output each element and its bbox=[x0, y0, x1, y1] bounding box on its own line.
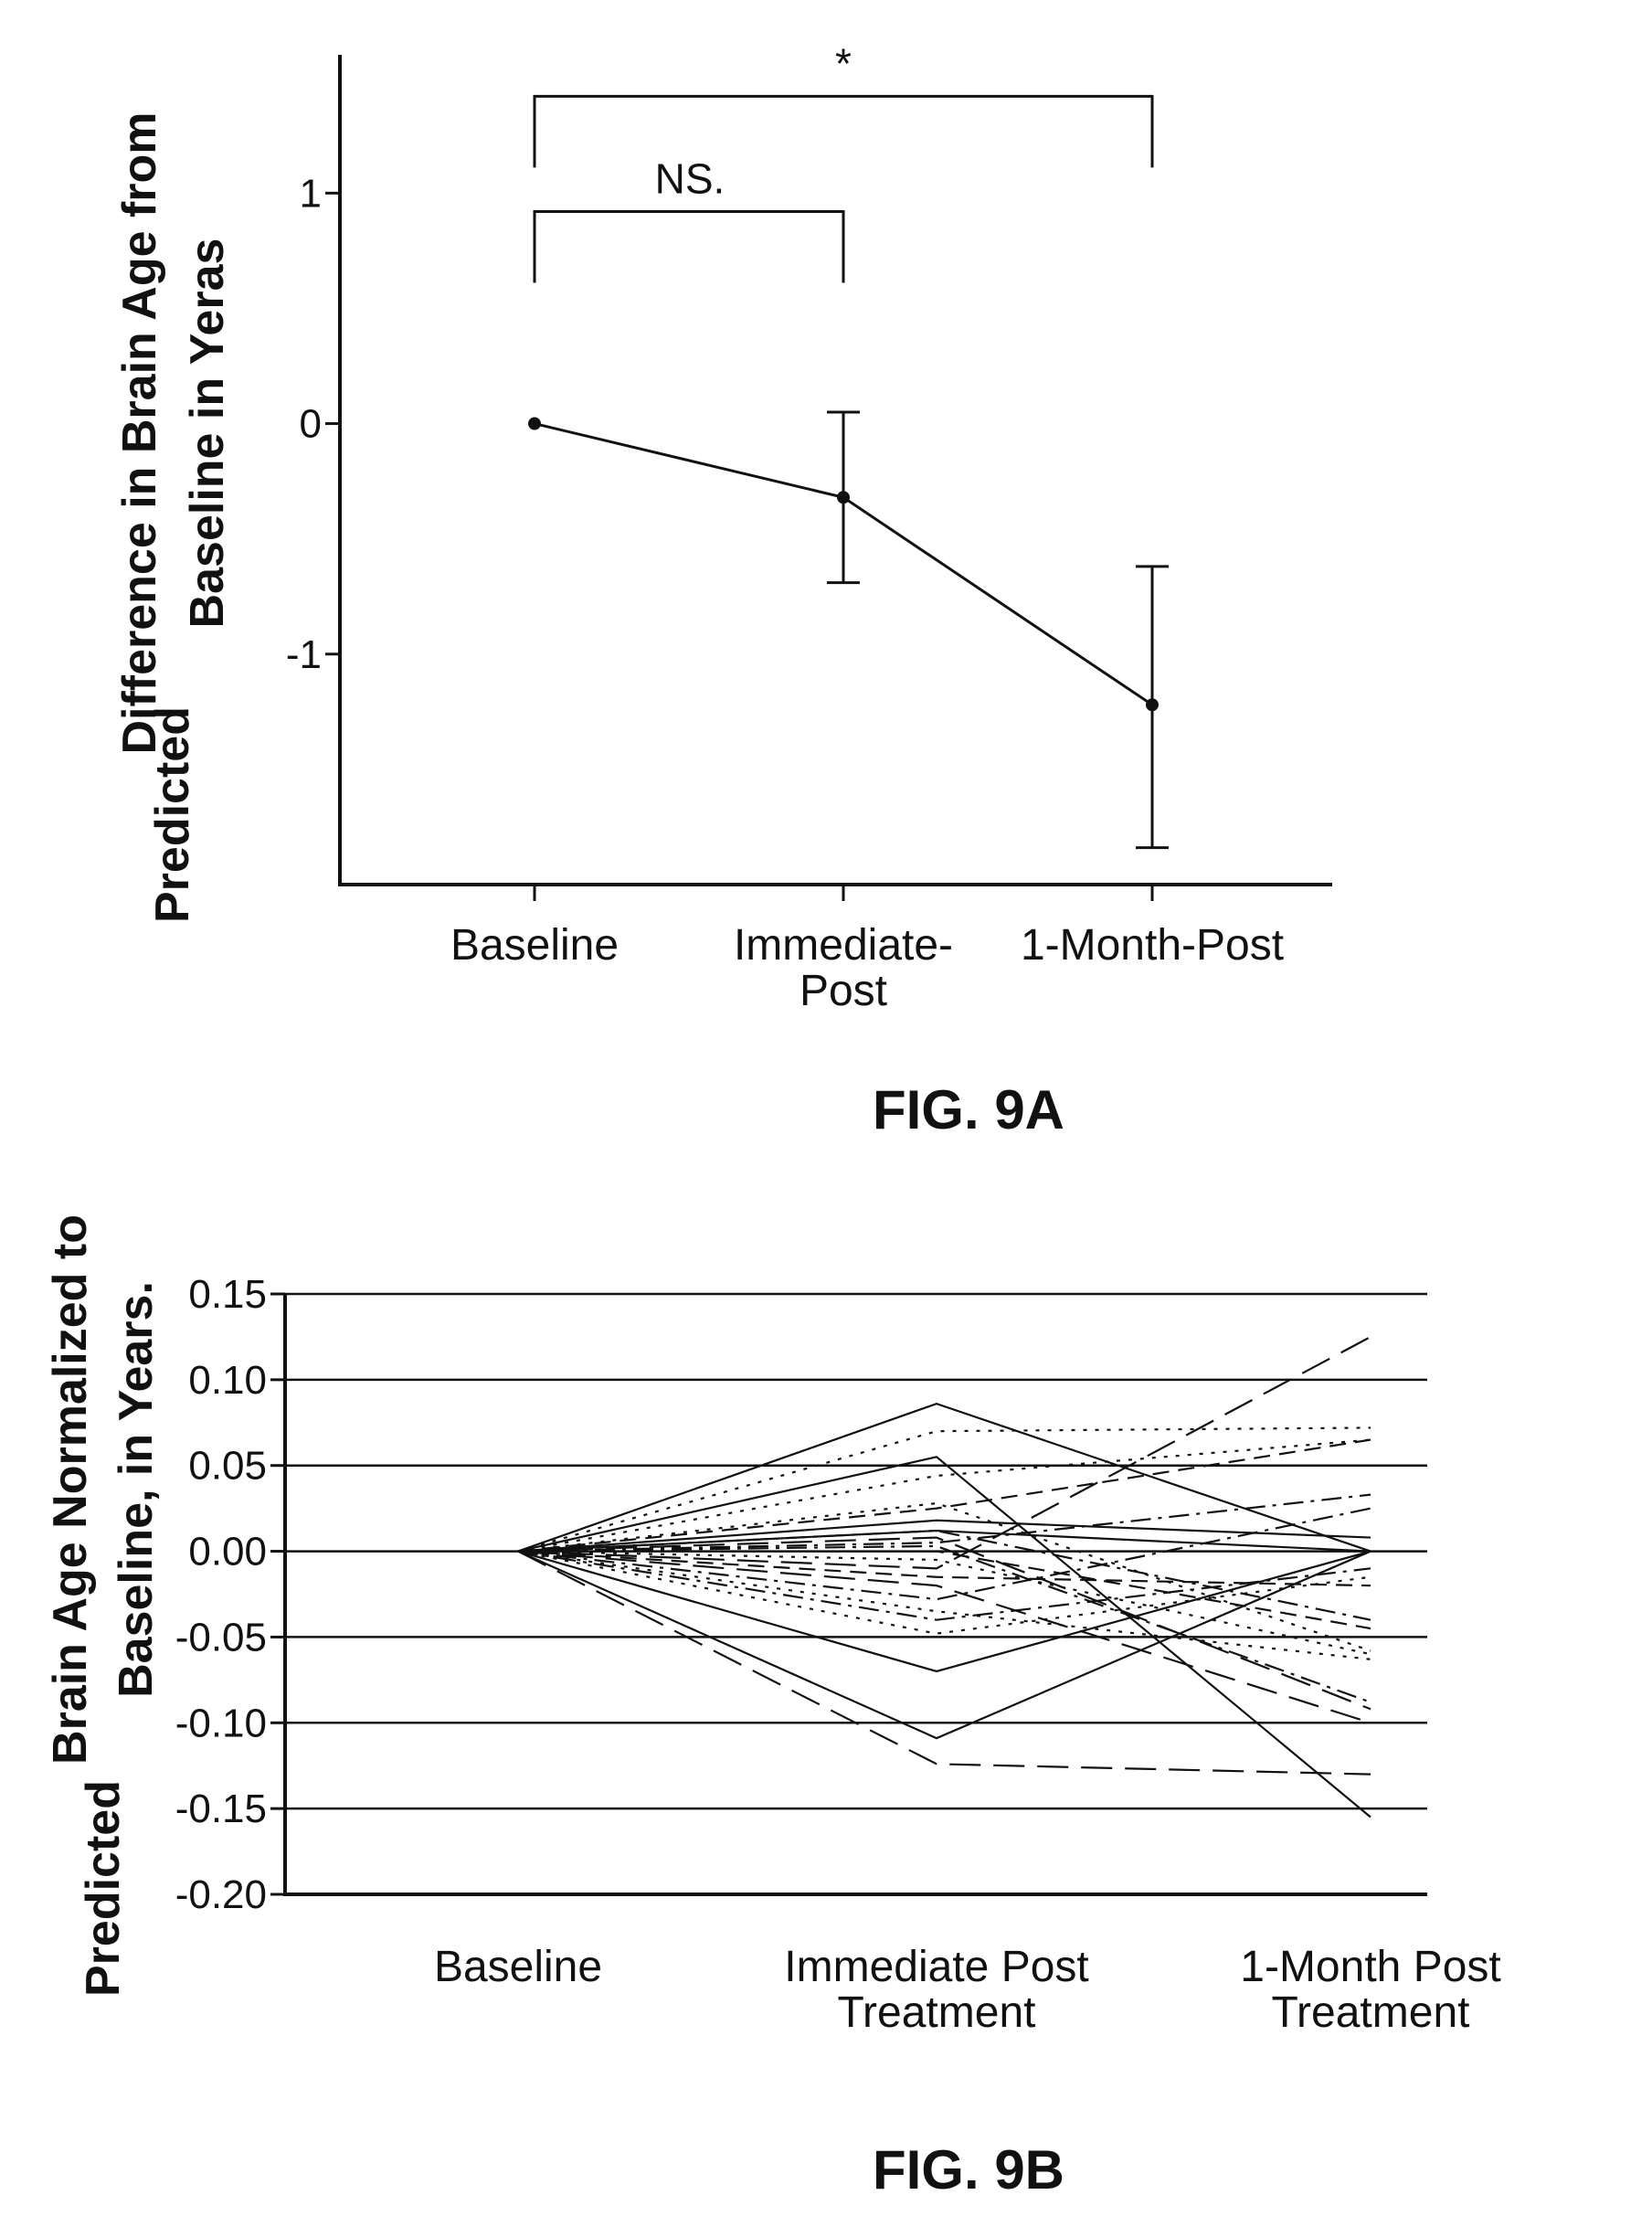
y-axis-label-prefix: Predicted bbox=[77, 1780, 130, 1997]
significance-label: NS. bbox=[655, 155, 725, 203]
series-line bbox=[517, 1550, 1371, 1660]
x-tick-label: Baseline bbox=[434, 1943, 602, 1991]
series-line bbox=[517, 1544, 1371, 1703]
y-axis-label-line: Brain Age Normalized to bbox=[44, 1214, 97, 1765]
series-line bbox=[517, 1426, 1371, 1553]
series-line bbox=[517, 1550, 1371, 1656]
y-tick-label: 0 bbox=[300, 402, 322, 447]
y-tick-label: 0.00 bbox=[188, 1530, 267, 1575]
data-point bbox=[1146, 698, 1159, 712]
data-point bbox=[528, 417, 541, 430]
series-line bbox=[517, 1550, 1371, 1621]
chart-9a: 1 0 -1 Baseline Immediate-Post 1-Month-Post Di… bbox=[113, 39, 1332, 1140]
x-tick-label: Treatment bbox=[838, 1988, 1036, 2037]
x-tick-label: 1-Month-Post bbox=[1021, 921, 1284, 970]
y-tick-label: 1 bbox=[300, 171, 322, 216]
y-axis-label-line: Difference in Brain Age from bbox=[113, 111, 166, 754]
significance-label: * bbox=[835, 39, 852, 87]
y-axis-label-line: Baseline, in Years. bbox=[110, 1281, 163, 1698]
y-tick-label: -1 bbox=[286, 632, 322, 677]
y-tick-label: -0.15 bbox=[175, 1787, 267, 1831]
y-tick-label: -0.20 bbox=[175, 1872, 267, 1917]
x-tick-label: 1-Month Post bbox=[1240, 1943, 1500, 1991]
series-line bbox=[517, 1501, 1371, 1652]
series-line bbox=[517, 1519, 1371, 1553]
series-line bbox=[517, 1335, 1371, 1570]
chart-9b: 0.15 0.10 0.05 0.00 -0.05 -0.10 -0.15 -0.20 Base… bbox=[44, 1214, 1501, 2200]
series-line bbox=[517, 1536, 1371, 1711]
x-tick-label: Immediate Post bbox=[784, 1943, 1088, 1991]
series-line bbox=[517, 1402, 1371, 1553]
series-line bbox=[517, 1438, 1371, 1553]
significance-bracket bbox=[533, 210, 845, 283]
y-tick-label: -0.05 bbox=[175, 1615, 267, 1659]
series-line bbox=[517, 1550, 1371, 1673]
y-axis-label-line: Baseline in Yeras bbox=[181, 239, 234, 629]
figure-label: FIG. 9A bbox=[873, 1079, 1064, 1140]
series-line bbox=[517, 1550, 1371, 1776]
series-line bbox=[517, 1438, 1371, 1553]
series-line bbox=[517, 1550, 1371, 1740]
y-tick-label: -0.10 bbox=[175, 1701, 267, 1745]
series-line bbox=[518, 1550, 1371, 1630]
y-axis-label: Difference in Brain Age from Baseline in … bbox=[113, 111, 234, 923]
x-tick-label: Post bbox=[800, 967, 887, 1015]
x-tick-label: Treatment bbox=[1272, 1988, 1470, 2037]
series-line bbox=[517, 1456, 1371, 1818]
data-point bbox=[837, 491, 850, 504]
x-tick-label: Immediate- bbox=[734, 921, 953, 970]
y-axis-label-prefix: Predicted bbox=[146, 706, 199, 923]
series-line bbox=[517, 1529, 1371, 1553]
y-axis-label: Brain Age Normalized to Baseline, in Year… bbox=[44, 1214, 163, 1997]
y-tick-label: 0.10 bbox=[188, 1358, 267, 1403]
series-line bbox=[517, 1550, 1371, 1635]
series-line bbox=[517, 1550, 1371, 1587]
y-tick-label: 0.15 bbox=[188, 1272, 267, 1317]
series-line bbox=[517, 1550, 1371, 1724]
figure-label: FIG. 9B bbox=[873, 2139, 1064, 2200]
x-tick-label: Baseline bbox=[450, 921, 619, 970]
y-tick-label: 0.05 bbox=[188, 1444, 267, 1489]
series-line bbox=[517, 1493, 1371, 1553]
significance-bracket bbox=[533, 94, 1154, 168]
